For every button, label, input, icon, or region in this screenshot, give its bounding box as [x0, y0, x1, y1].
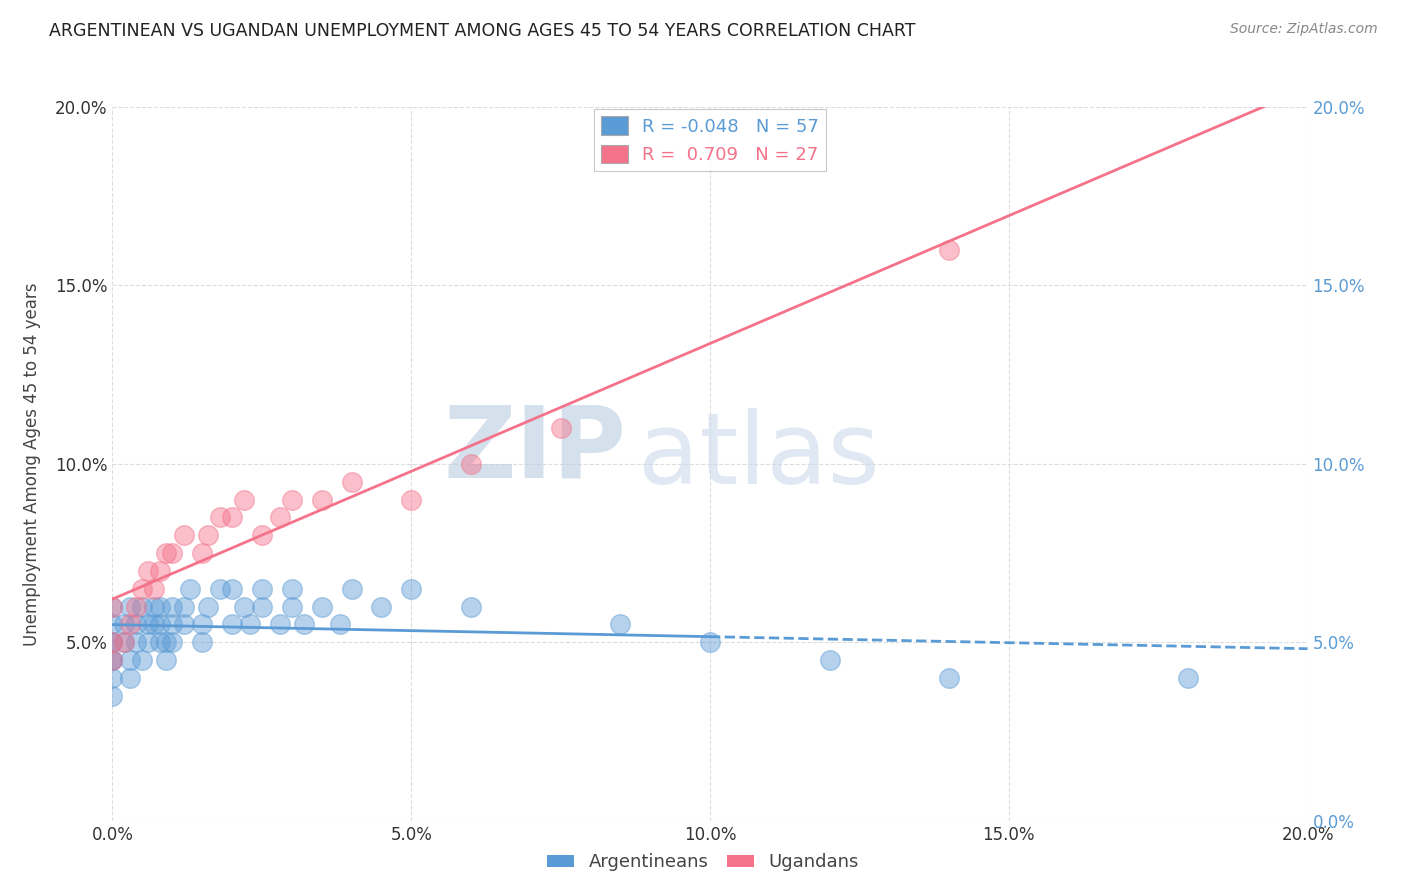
Point [233, 492, 256, 507]
Point [221, 617, 243, 632]
Point [131, 582, 153, 596]
Point [114, 635, 135, 649]
Point [101, 635, 124, 649]
Point [131, 599, 153, 614]
Point [101, 635, 124, 649]
Point [101, 635, 124, 649]
Point [269, 617, 291, 632]
Point [138, 635, 160, 649]
Point [101, 653, 124, 667]
Point [173, 617, 195, 632]
Point [101, 653, 124, 667]
Point [401, 582, 423, 596]
Point [101, 689, 124, 703]
Point [120, 617, 142, 632]
Point [239, 617, 262, 632]
Point [173, 599, 195, 614]
Point [138, 564, 160, 578]
Point [125, 599, 148, 614]
Text: ARGENTINEAN VS UGANDAN UNEMPLOYMENT AMONG AGES 45 TO 54 YEARS CORRELATION CHART: ARGENTINEAN VS UGANDAN UNEMPLOYMENT AMON… [49, 22, 915, 40]
Point [221, 582, 243, 596]
Point [114, 617, 135, 632]
Text: ZIP: ZIP [443, 401, 627, 498]
Text: Source: ZipAtlas.com: Source: ZipAtlas.com [1230, 22, 1378, 37]
Point [149, 635, 172, 649]
Point [818, 653, 841, 667]
Point [269, 510, 291, 524]
Point [162, 635, 183, 649]
Point [101, 653, 124, 667]
Point [162, 546, 183, 560]
Point [340, 582, 363, 596]
Point [101, 671, 124, 685]
Point [155, 653, 177, 667]
Point [101, 599, 124, 614]
Text: atlas: atlas [638, 409, 880, 505]
Point [162, 599, 183, 614]
Point [143, 617, 166, 632]
Point [191, 635, 214, 649]
Point [143, 582, 166, 596]
Point [131, 653, 153, 667]
Point [120, 671, 142, 685]
Point [281, 582, 304, 596]
Point [155, 546, 177, 560]
Point [120, 653, 142, 667]
Point [250, 582, 273, 596]
Point [149, 599, 172, 614]
Point [221, 510, 243, 524]
Point [155, 635, 177, 649]
Point [125, 617, 148, 632]
Point [114, 635, 135, 649]
Legend: R = -0.048   N = 57, R =  0.709   N = 27: R = -0.048 N = 57, R = 0.709 N = 27 [593, 109, 827, 171]
Legend: Argentineans, Ugandans: Argentineans, Ugandans [540, 847, 866, 879]
Point [329, 617, 352, 632]
Point [292, 617, 315, 632]
Point [179, 582, 201, 596]
Point [250, 599, 273, 614]
Point [281, 492, 304, 507]
Point [609, 617, 631, 632]
Point [311, 492, 333, 507]
Point [938, 243, 960, 257]
Point [101, 617, 124, 632]
Point [233, 599, 256, 614]
Point [138, 617, 160, 632]
Point [311, 599, 333, 614]
Point [460, 457, 482, 471]
Point [281, 599, 304, 614]
Point [1177, 671, 1199, 685]
Point [191, 617, 214, 632]
Point [149, 564, 172, 578]
Point [191, 546, 214, 560]
Point [401, 492, 423, 507]
Point [550, 421, 572, 435]
Point [250, 528, 273, 542]
Point [162, 617, 183, 632]
Point [101, 599, 124, 614]
Point [938, 671, 960, 685]
Point [699, 635, 721, 649]
Point [340, 475, 363, 489]
Y-axis label: Unemployment Among Ages 45 to 54 years: Unemployment Among Ages 45 to 54 years [24, 282, 41, 646]
Point [143, 599, 166, 614]
Point [125, 635, 148, 649]
Point [209, 582, 232, 596]
Point [149, 617, 172, 632]
Point [209, 510, 232, 524]
Point [173, 528, 195, 542]
Point [370, 599, 392, 614]
Point [120, 599, 142, 614]
Point [460, 599, 482, 614]
Point [197, 599, 219, 614]
Point [197, 528, 219, 542]
